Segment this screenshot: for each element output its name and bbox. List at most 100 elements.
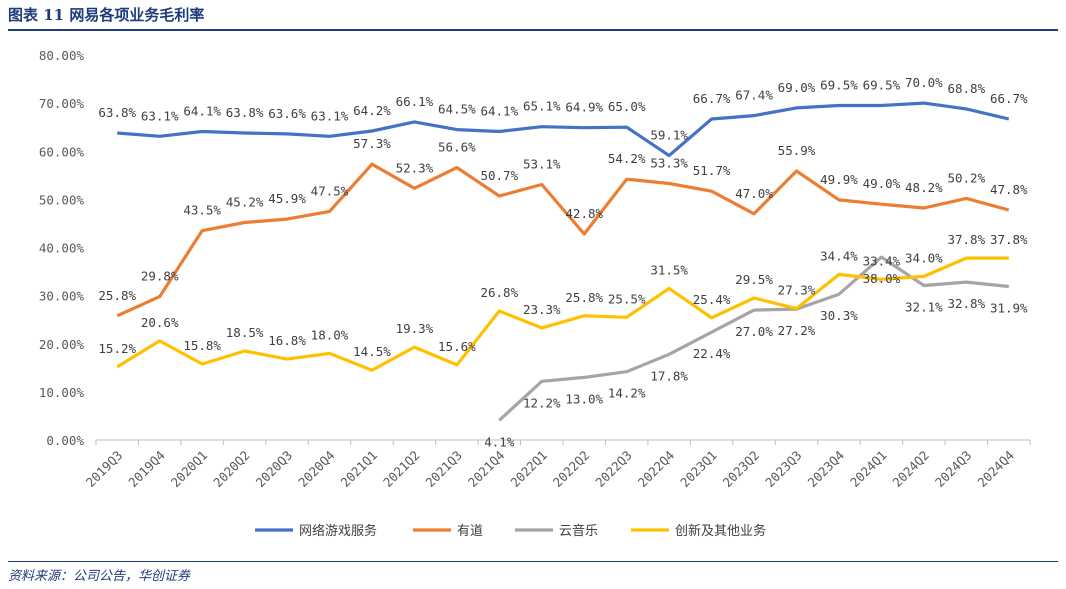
data-label: 50.7% bbox=[480, 168, 518, 183]
data-label: 27.0% bbox=[735, 324, 773, 339]
data-label: 48.2% bbox=[905, 180, 943, 195]
data-label: 66.1% bbox=[396, 94, 434, 109]
x-tick-label: 2021Q1 bbox=[338, 448, 381, 491]
legend-label: 网络游戏服务 bbox=[299, 523, 377, 539]
data-label: 15.8% bbox=[183, 338, 221, 353]
data-label: 43.5% bbox=[183, 203, 221, 218]
data-label: 55.9% bbox=[778, 143, 816, 158]
data-label: 68.8% bbox=[947, 81, 985, 96]
y-tick-label: 30.00% bbox=[39, 289, 85, 304]
x-tick-label: 2020Q3 bbox=[253, 448, 296, 491]
data-label: 49.0% bbox=[863, 176, 901, 191]
data-label: 67.4% bbox=[735, 88, 773, 103]
x-tick-label: 2023Q3 bbox=[762, 448, 805, 491]
chart-title: 图表 11 网易各项业务毛利率 bbox=[8, 6, 205, 24]
data-label: 50.2% bbox=[947, 170, 985, 185]
data-label: 17.8% bbox=[650, 368, 688, 383]
data-label: 29.5% bbox=[735, 272, 773, 287]
data-label: 64.2% bbox=[353, 103, 391, 118]
legend-label: 创新及其他业务 bbox=[675, 523, 766, 539]
y-tick-label: 60.00% bbox=[39, 144, 85, 159]
chart-series-lines bbox=[116, 101, 1010, 422]
data-label: 69.5% bbox=[820, 78, 858, 93]
x-tick-label: 2023Q2 bbox=[720, 448, 763, 491]
data-label: 57.3% bbox=[353, 136, 391, 151]
data-label: 49.9% bbox=[820, 172, 858, 187]
data-label: 47.0% bbox=[735, 186, 773, 201]
data-label: 63.1% bbox=[311, 108, 349, 123]
data-label: 63.8% bbox=[226, 105, 264, 120]
data-label: 14.5% bbox=[353, 344, 391, 359]
data-label: 16.8% bbox=[268, 333, 306, 348]
data-label: 64.1% bbox=[480, 104, 518, 119]
y-tick-label: 20.00% bbox=[39, 337, 85, 352]
data-label: 27.3% bbox=[778, 283, 816, 298]
y-tick-label: 50.00% bbox=[39, 192, 85, 207]
data-label: 32.8% bbox=[947, 296, 985, 311]
data-label: 18.5% bbox=[226, 325, 264, 340]
y-tick-label: 40.00% bbox=[39, 241, 85, 256]
x-tick-label: 2024Q2 bbox=[889, 448, 932, 491]
x-tick-label: 2019Q3 bbox=[83, 448, 126, 491]
data-label: 23.3% bbox=[523, 302, 561, 317]
data-label: 45.9% bbox=[268, 191, 306, 206]
data-label: 4.1% bbox=[484, 434, 515, 449]
data-label: 14.2% bbox=[608, 386, 646, 401]
data-label: 19.3% bbox=[396, 321, 434, 336]
chart-data-labels: 63.8% 63.1% 64.1% 63.8% 63.6% 63.1% 64.2% 66.1%… bbox=[98, 75, 1028, 449]
data-label: 63.6% bbox=[268, 106, 306, 121]
data-label: 25.8% bbox=[98, 288, 136, 303]
data-label: 20.6% bbox=[141, 315, 179, 330]
legend-label: 云音乐 bbox=[559, 523, 598, 539]
data-label: 42.8% bbox=[565, 206, 603, 221]
x-tick-label: 2021Q2 bbox=[380, 448, 423, 491]
x-tick-label: 2022Q1 bbox=[507, 448, 550, 491]
y-tick-label: 10.00% bbox=[39, 385, 85, 400]
data-label: 53.3% bbox=[650, 155, 688, 170]
data-label: 15.6% bbox=[438, 339, 476, 354]
data-label: 34.4% bbox=[820, 248, 858, 263]
data-label: 54.2% bbox=[608, 151, 646, 166]
data-label: 32.1% bbox=[905, 300, 943, 315]
x-tick-label: 2020Q2 bbox=[210, 448, 253, 491]
data-label: 47.5% bbox=[311, 183, 349, 198]
data-label: 29.8% bbox=[141, 269, 179, 284]
data-label: 63.1% bbox=[141, 108, 179, 123]
data-label: 30.3% bbox=[820, 308, 858, 323]
data-label: 66.7% bbox=[990, 91, 1028, 106]
x-tick-label: 2022Q2 bbox=[550, 448, 593, 491]
data-label: 25.4% bbox=[693, 292, 731, 307]
data-label: 59.1% bbox=[650, 128, 688, 143]
data-label: 26.8% bbox=[480, 285, 518, 300]
data-label: 64.5% bbox=[438, 102, 476, 117]
data-label: 64.1% bbox=[183, 104, 221, 119]
data-label: 12.2% bbox=[523, 395, 561, 410]
data-label: 70.0% bbox=[905, 75, 943, 90]
data-label: 65.0% bbox=[608, 99, 646, 114]
data-label: 27.2% bbox=[778, 323, 816, 338]
data-label: 37.8% bbox=[947, 232, 985, 247]
data-label: 69.5% bbox=[863, 78, 901, 93]
x-tick-label: 2023Q1 bbox=[677, 448, 720, 491]
x-tick-label: 2022Q3 bbox=[592, 448, 635, 491]
data-label: 37.8% bbox=[990, 232, 1028, 247]
data-label: 45.2% bbox=[226, 194, 264, 209]
data-label: 31.9% bbox=[990, 300, 1028, 315]
data-label: 31.5% bbox=[650, 262, 688, 277]
data-label: 69.0% bbox=[778, 80, 816, 95]
data-label: 13.0% bbox=[565, 391, 603, 406]
data-label: 38.0% bbox=[863, 271, 901, 286]
x-tick-label: 2020Q4 bbox=[295, 448, 338, 491]
series-line bbox=[116, 256, 1009, 372]
data-label: 63.8% bbox=[98, 105, 136, 120]
x-tick-label: 2021Q4 bbox=[465, 448, 508, 491]
data-label: 53.1% bbox=[523, 156, 561, 171]
data-label: 33.4% bbox=[863, 253, 901, 268]
data-label: 64.9% bbox=[565, 100, 603, 115]
legend-label: 有道 bbox=[457, 524, 483, 539]
line-chart: 0.00% 10.00% 20.00% 30.00% 40.00% 50.00% 60.00… bbox=[39, 48, 1031, 539]
data-label: 51.7% bbox=[693, 163, 731, 178]
series-line bbox=[116, 162, 1010, 318]
x-tick-label: 2019Q4 bbox=[125, 448, 168, 491]
y-tick-label: 80.00% bbox=[39, 48, 85, 63]
